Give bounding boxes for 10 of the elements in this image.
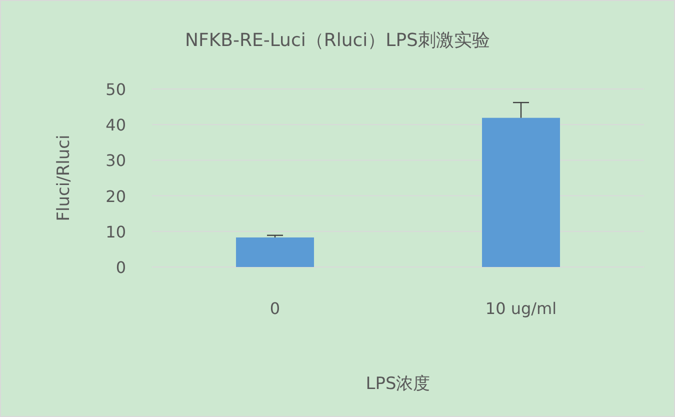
- y-tick-label: 10: [106, 222, 126, 242]
- x-tick-label: 10 ug/ml: [485, 299, 557, 318]
- y-tick-label: 40: [106, 116, 126, 135]
- y-tick-label: 20: [106, 186, 126, 206]
- x-axis-title: LPS浓度: [366, 374, 430, 394]
- y-tick-label: 0: [116, 258, 126, 277]
- chart-title: NFKB-RE-Luci（Rluci）LPS刺激实验: [185, 30, 490, 51]
- y-tick-label: 30: [106, 151, 126, 170]
- y-tick-label: 50: [106, 80, 126, 99]
- y-axis-title: Fluci/Rluci: [54, 134, 74, 222]
